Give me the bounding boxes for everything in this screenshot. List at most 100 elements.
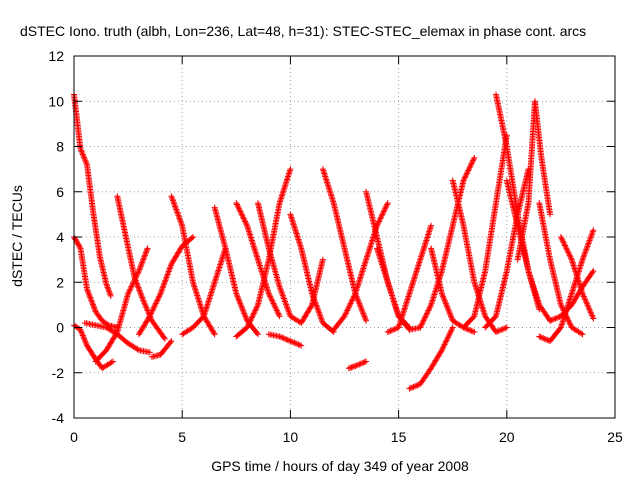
data-points <box>71 91 597 392</box>
data-point <box>166 267 173 274</box>
data-point <box>318 315 325 322</box>
data-point <box>246 318 253 325</box>
data-point <box>465 326 472 333</box>
data-point <box>565 249 572 256</box>
data-point <box>380 208 387 215</box>
data-point <box>135 286 142 293</box>
data-point <box>252 306 259 313</box>
data-point <box>141 252 148 259</box>
data-point <box>134 346 141 353</box>
data-point <box>149 307 156 314</box>
series-12 <box>233 200 283 320</box>
data-point <box>558 303 565 310</box>
data-point <box>466 164 473 171</box>
data-point <box>244 324 251 331</box>
data-point <box>376 217 383 224</box>
data-point <box>566 318 573 325</box>
data-point <box>411 383 418 390</box>
data-point <box>587 309 594 316</box>
data-point <box>425 307 432 314</box>
data-point <box>140 298 147 305</box>
data-point <box>553 314 560 321</box>
data-point <box>267 293 274 300</box>
data-point <box>86 291 93 298</box>
y-tick-label: 8 <box>56 139 64 155</box>
data-point <box>277 286 284 293</box>
data-point <box>167 264 174 271</box>
data-point <box>441 341 448 348</box>
data-point <box>471 154 478 161</box>
data-point <box>491 314 498 321</box>
data-point <box>160 281 167 288</box>
data-point <box>242 314 249 321</box>
data-point <box>356 361 363 368</box>
data-point <box>236 297 243 304</box>
data-point <box>239 306 246 313</box>
series-32 <box>536 200 586 338</box>
series-31 <box>514 98 554 263</box>
data-point <box>139 259 146 266</box>
data-point <box>440 294 447 301</box>
data-point <box>588 231 595 238</box>
data-point <box>407 385 414 392</box>
series-35 <box>547 267 597 324</box>
data-point <box>384 329 391 336</box>
data-point <box>157 290 164 297</box>
data-point <box>83 341 90 348</box>
data-point <box>240 309 247 316</box>
data-point <box>347 300 354 307</box>
data-point <box>235 204 242 211</box>
y-tick-label: 10 <box>48 93 64 109</box>
data-point <box>106 289 113 296</box>
data-point <box>277 285 284 292</box>
data-point <box>133 278 140 285</box>
data-point <box>242 218 249 225</box>
series-29 <box>482 166 532 331</box>
data-point <box>268 296 275 303</box>
data-point <box>81 155 88 162</box>
data-point <box>78 328 85 335</box>
data-point <box>285 307 292 314</box>
data-point <box>164 272 171 279</box>
data-point <box>78 148 85 155</box>
data-point <box>442 299 449 306</box>
data-point <box>279 334 286 341</box>
data-point <box>237 208 244 215</box>
data-point <box>159 284 166 291</box>
data-point <box>253 304 260 311</box>
data-point <box>565 317 572 324</box>
data-point <box>136 287 143 294</box>
data-point <box>245 321 252 328</box>
data-point <box>446 309 453 316</box>
data-point <box>410 383 417 390</box>
data-point <box>78 147 85 154</box>
data-point <box>378 212 385 219</box>
data-point <box>442 340 449 347</box>
data-point <box>250 310 257 317</box>
y-tick-label: 6 <box>56 184 64 200</box>
data-point <box>143 306 150 313</box>
data-point <box>242 313 249 320</box>
x-tick-label: 5 <box>178 429 186 445</box>
data-point <box>439 345 446 352</box>
series-16 <box>287 211 337 336</box>
data-point <box>238 209 245 216</box>
data-point <box>356 301 363 308</box>
data-point <box>284 304 291 311</box>
data-point <box>315 308 322 315</box>
data-point <box>280 335 287 342</box>
data-point <box>286 337 293 344</box>
data-point <box>375 219 382 226</box>
data-point <box>439 291 446 298</box>
data-point <box>449 324 456 331</box>
series-15 <box>254 200 326 326</box>
data-point <box>342 310 349 317</box>
data-point <box>499 326 506 333</box>
data-point <box>589 230 596 237</box>
data-point <box>424 308 431 315</box>
data-point <box>536 333 543 340</box>
data-point <box>468 327 475 334</box>
data-point <box>557 301 564 308</box>
data-point <box>271 301 278 308</box>
data-point <box>406 385 413 392</box>
